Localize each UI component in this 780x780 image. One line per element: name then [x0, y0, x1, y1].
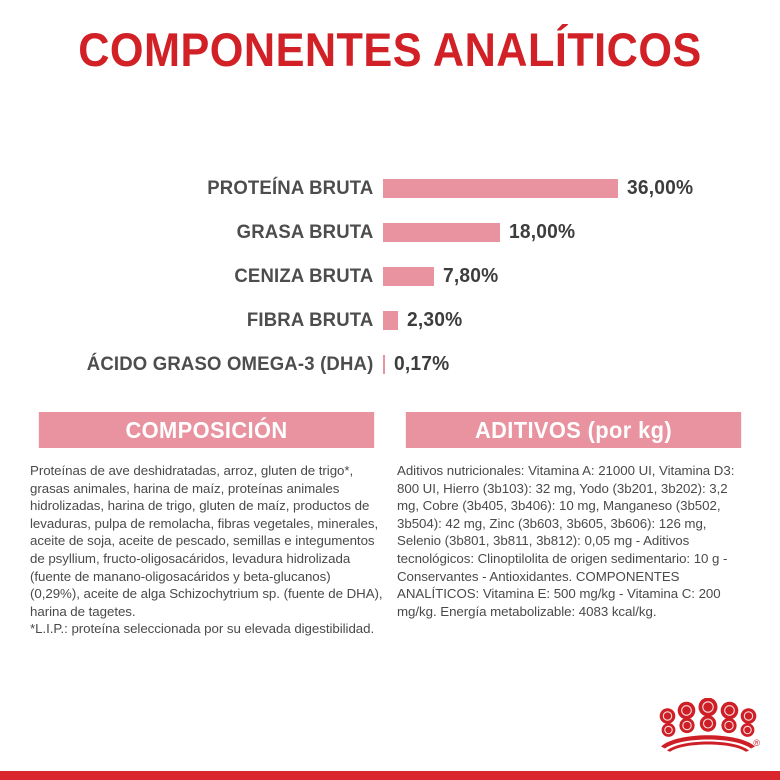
chart-value: 18,00%	[509, 220, 576, 243]
chart-bar	[383, 178, 618, 198]
chart-label: FIBRA BRUTA	[246, 308, 374, 331]
analytical-components-chart: PROTEÍNA BRUTA 36,00% GRASA BRUTA 18,00%…	[0, 166, 780, 386]
chart-value: 0,17%	[394, 352, 450, 375]
chart-row: FIBRA BRUTA 2,30%	[0, 298, 780, 342]
chart-row: CENIZA BRUTA 7,80%	[0, 254, 780, 298]
composicion-footnote: *L.I.P.: proteína seleccionada por su el…	[30, 621, 375, 637]
chart-bar	[383, 222, 500, 242]
chart-label: CENIZA BRUTA	[234, 264, 374, 287]
chart-bar-wrap: 7,80%	[383, 265, 780, 288]
info-panels: COMPOSICIÓN Proteínas de ave deshidratad…	[30, 412, 750, 638]
composicion-header: COMPOSICIÓN	[38, 412, 375, 448]
chart-value: 2,30%	[407, 308, 463, 331]
chart-bar	[383, 310, 398, 330]
chart-row: ÁCIDO GRASO OMEGA-3 (DHA) 0,17%	[0, 342, 780, 386]
bottom-accent-bar	[0, 771, 780, 780]
chart-row: PROTEÍNA BRUTA 36,00%	[0, 166, 780, 210]
chart-bar-wrap: 36,00%	[383, 177, 780, 200]
aditivos-text: Aditivos nutricionales: Vitamina A: 2100…	[397, 463, 735, 619]
chart-label: ÁCIDO GRASO OMEGA-3 (DHA)	[86, 352, 374, 375]
aditivos-header: ADITIVOS (por kg)	[405, 412, 742, 448]
composicion-body: Proteínas de ave deshidratadas, arroz, g…	[30, 448, 383, 638]
chart-bar	[383, 266, 434, 286]
aditivos-body: Aditivos nutricionales: Vitamina A: 2100…	[397, 448, 750, 620]
chart-bar-wrap: 0,17%	[383, 353, 780, 376]
chart-bar-wrap: 18,00%	[383, 221, 780, 244]
chart-bar-wrap: 2,30%	[383, 309, 780, 332]
registered-mark-icon: ®	[753, 738, 760, 748]
royal-canin-crown-logo: ®	[655, 697, 761, 754]
composicion-text: Proteínas de ave deshidratadas, arroz, g…	[30, 463, 383, 619]
chart-value: 36,00%	[627, 176, 694, 199]
chart-label: PROTEÍNA BRUTA	[207, 176, 374, 199]
page-title: COMPONENTES ANALÍTICOS	[78, 23, 702, 76]
chart-bar	[383, 354, 385, 374]
chart-row: GRASA BRUTA 18,00%	[0, 210, 780, 254]
chart-value: 7,80%	[443, 264, 499, 287]
chart-label: GRASA BRUTA	[236, 220, 374, 243]
composicion-panel: COMPOSICIÓN Proteínas de ave deshidratad…	[30, 412, 383, 638]
crown-icon	[659, 697, 757, 752]
aditivos-panel: ADITIVOS (por kg) Aditivos nutricionales…	[397, 412, 750, 638]
